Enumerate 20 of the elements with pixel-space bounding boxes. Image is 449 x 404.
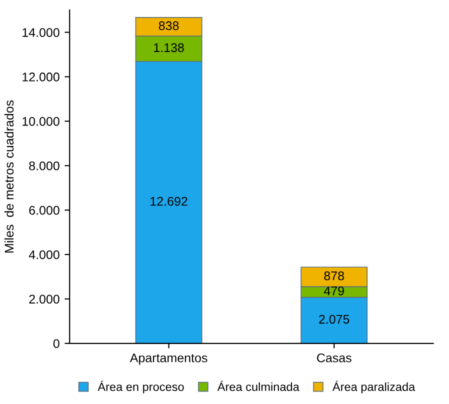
data-label: 1.138 xyxy=(154,43,184,52)
data-label: 878 xyxy=(324,271,344,280)
legend-label: Área culminada xyxy=(217,380,300,392)
y-tick-label: 12.000 xyxy=(22,72,60,82)
data-label: 12.692 xyxy=(150,196,188,206)
y-tick-label: 8.000 xyxy=(29,161,60,170)
data-label: 479 xyxy=(324,286,344,296)
x-tick-label: Apartamentos xyxy=(130,354,208,365)
y-tick-label: 0 xyxy=(53,339,60,348)
y-tick-label: 6.000 xyxy=(29,206,60,215)
x-tick-label: Casas xyxy=(317,353,352,362)
legend-label: Área en proceso xyxy=(98,380,184,394)
legend-label: Área paralizada xyxy=(332,380,416,394)
y-tick-label: 10.000 xyxy=(22,117,60,126)
y-tick-label: 4.000 xyxy=(28,250,60,260)
y-tick-label: 2.000 xyxy=(29,294,60,304)
y-tick-label: 14.000 xyxy=(22,28,60,37)
y-axis-title: Miles de metros cuadrados xyxy=(4,100,14,252)
data-label: 838 xyxy=(158,21,179,30)
data-label: 2.075 xyxy=(319,314,350,324)
